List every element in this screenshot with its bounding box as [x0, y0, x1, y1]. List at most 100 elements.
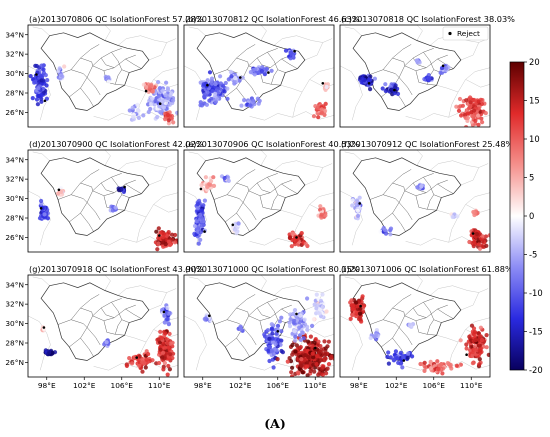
county-boundary-line — [392, 212, 406, 232]
data-point — [314, 361, 319, 367]
data-point — [267, 358, 272, 364]
data-point — [226, 77, 231, 82]
data-point — [366, 77, 371, 82]
data-point — [464, 125, 469, 127]
data-point — [316, 339, 321, 344]
county-boundary-line — [236, 307, 249, 316]
reject-point — [321, 82, 325, 85]
outer-boundary-line — [188, 26, 206, 36]
data-point — [305, 296, 310, 301]
data-point — [454, 363, 459, 368]
outer-boundary-line — [273, 35, 323, 46]
data-point — [202, 94, 207, 99]
reject-point — [358, 202, 362, 205]
data-point — [320, 365, 326, 370]
data-point — [239, 103, 244, 108]
data-point — [393, 349, 398, 354]
data-point — [292, 308, 298, 313]
data-point — [39, 198, 44, 204]
county-boundary-line — [86, 327, 101, 346]
outer-boundary-line — [117, 285, 167, 296]
data-point — [267, 336, 272, 341]
outer-boundary-line — [280, 334, 303, 343]
data-point — [319, 212, 324, 217]
panel-frame — [339, 149, 491, 253]
data-point — [146, 109, 151, 115]
data-point — [192, 223, 198, 229]
reject-point — [57, 188, 61, 192]
county-boundary-line — [236, 337, 250, 357]
data-point — [297, 333, 303, 338]
outer-boundary-line — [32, 26, 50, 36]
data-point — [41, 78, 46, 83]
data-point — [262, 332, 267, 337]
data-point — [295, 370, 301, 375]
data-point — [299, 357, 304, 362]
county-boundary-line — [100, 182, 115, 193]
data-point — [477, 246, 483, 251]
data-point — [320, 305, 325, 310]
data-point — [298, 313, 303, 318]
data-point — [157, 85, 163, 91]
outer-boundary-line — [465, 79, 490, 88]
data-point — [253, 67, 258, 72]
county-boundary-line — [412, 182, 427, 193]
reject-point — [295, 236, 298, 239]
data-point — [290, 374, 295, 377]
outer-boundary-line — [153, 204, 178, 213]
data-point — [264, 66, 270, 72]
panel-plot-area — [340, 150, 490, 251]
data-point — [172, 240, 177, 245]
data-point — [476, 122, 481, 127]
county-boundary-line — [415, 320, 437, 336]
data-point — [201, 203, 206, 208]
county-boundary-line — [270, 69, 278, 85]
panel-plot-area — [184, 25, 334, 121]
reject-point — [367, 82, 371, 85]
data-point — [160, 355, 165, 360]
data-point — [164, 80, 169, 85]
outer-boundary-line — [460, 288, 489, 311]
data-point — [459, 113, 464, 118]
county-boundary-line — [125, 183, 142, 194]
county-boundary-line — [242, 327, 257, 346]
data-point — [136, 108, 141, 113]
data-point — [58, 73, 63, 78]
data-point — [165, 317, 170, 322]
outer-boundary-line — [448, 192, 490, 243]
y-tick-label: 34°N — [5, 30, 24, 39]
data-point — [368, 335, 373, 341]
data-point — [312, 369, 317, 374]
outer-boundary-line — [340, 65, 363, 121]
county-boundary-line — [267, 302, 286, 323]
data-point — [59, 189, 64, 195]
data-point — [465, 115, 470, 121]
county-boundary-line — [383, 319, 400, 328]
panel-plot-area — [28, 150, 178, 252]
data-point — [213, 81, 218, 87]
data-point — [310, 351, 315, 356]
data-point — [228, 69, 233, 74]
data-point — [476, 99, 481, 104]
county-boundary-line — [398, 327, 413, 346]
outer-boundary-line — [465, 204, 490, 213]
colorbar-tick-label: 15 — [529, 96, 540, 106]
data-point — [288, 56, 293, 61]
data-point — [156, 337, 161, 342]
data-point — [156, 226, 161, 231]
data-point — [357, 311, 363, 316]
data-point — [216, 86, 221, 91]
data-point — [45, 78, 50, 83]
data-point — [238, 324, 243, 329]
panel-title: (d)2013070900 QC IsolationForest 42.02% — [29, 139, 204, 149]
data-point — [407, 322, 412, 327]
data-point — [156, 241, 161, 246]
data-point — [388, 232, 393, 237]
y-tick-label: 26°N — [5, 108, 24, 117]
data-point — [358, 317, 363, 322]
data-point — [41, 70, 47, 75]
data-point — [155, 247, 160, 252]
data-point — [165, 305, 170, 311]
panel-plot-area — [340, 25, 490, 127]
data-point — [480, 234, 485, 239]
